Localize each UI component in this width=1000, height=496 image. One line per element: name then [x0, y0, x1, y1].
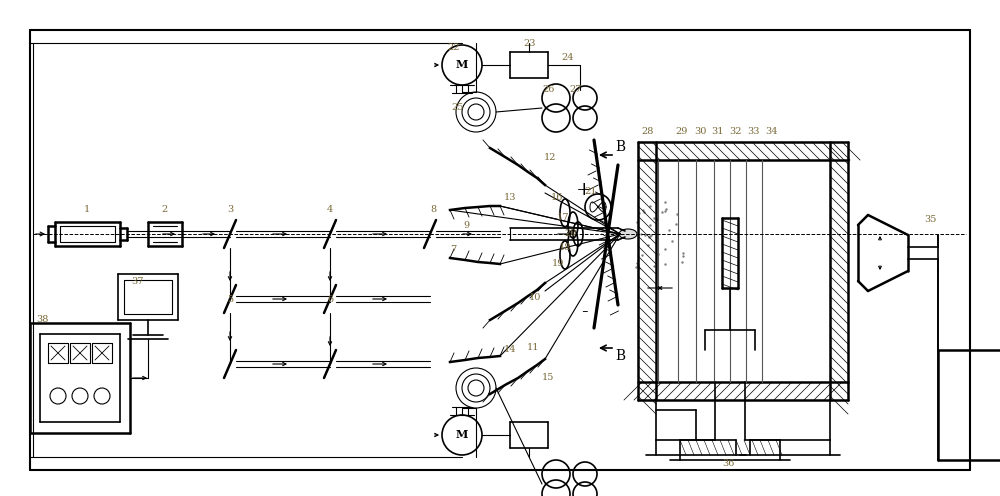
Text: 32: 32 [730, 127, 742, 136]
Text: 10: 10 [529, 294, 541, 303]
Text: 2: 2 [162, 205, 168, 214]
Text: 9: 9 [463, 222, 469, 231]
Text: 18: 18 [559, 244, 571, 252]
Text: 15: 15 [542, 373, 554, 382]
Text: 11: 11 [527, 344, 539, 353]
Text: B: B [615, 140, 625, 154]
Text: 7: 7 [450, 246, 456, 254]
Text: 21: 21 [585, 187, 597, 196]
Text: 33: 33 [748, 127, 760, 136]
Text: 22: 22 [448, 43, 460, 52]
Ellipse shape [619, 229, 637, 239]
Text: 14: 14 [504, 346, 516, 355]
Text: 38: 38 [36, 315, 48, 324]
Text: 26: 26 [543, 85, 555, 95]
Text: 28: 28 [642, 127, 654, 136]
Text: +: + [576, 181, 592, 199]
Text: 30: 30 [694, 127, 706, 136]
Text: 31: 31 [712, 127, 724, 136]
Text: -: - [581, 303, 587, 321]
Text: 8: 8 [430, 205, 436, 214]
Text: 27: 27 [570, 85, 582, 95]
Text: 13: 13 [504, 193, 516, 202]
Text: 6: 6 [327, 296, 333, 305]
Text: 16: 16 [551, 193, 563, 202]
Text: 12: 12 [544, 153, 556, 163]
Text: 35: 35 [924, 215, 936, 225]
Text: 17: 17 [557, 212, 569, 222]
Text: 25: 25 [452, 104, 464, 113]
Text: M: M [456, 60, 468, 70]
Text: 24: 24 [562, 54, 574, 62]
Text: 1: 1 [84, 205, 90, 214]
Text: 36: 36 [722, 458, 734, 468]
Text: 29: 29 [676, 127, 688, 136]
Text: 19: 19 [552, 259, 564, 268]
Text: 34: 34 [766, 127, 778, 136]
Text: 37: 37 [132, 277, 144, 287]
Text: 20: 20 [565, 229, 577, 238]
Text: B: B [615, 349, 625, 363]
Text: 5: 5 [227, 296, 233, 305]
Text: 3: 3 [227, 205, 233, 214]
Text: 4: 4 [327, 205, 333, 214]
Text: M: M [456, 430, 468, 440]
Text: 23: 23 [524, 40, 536, 49]
